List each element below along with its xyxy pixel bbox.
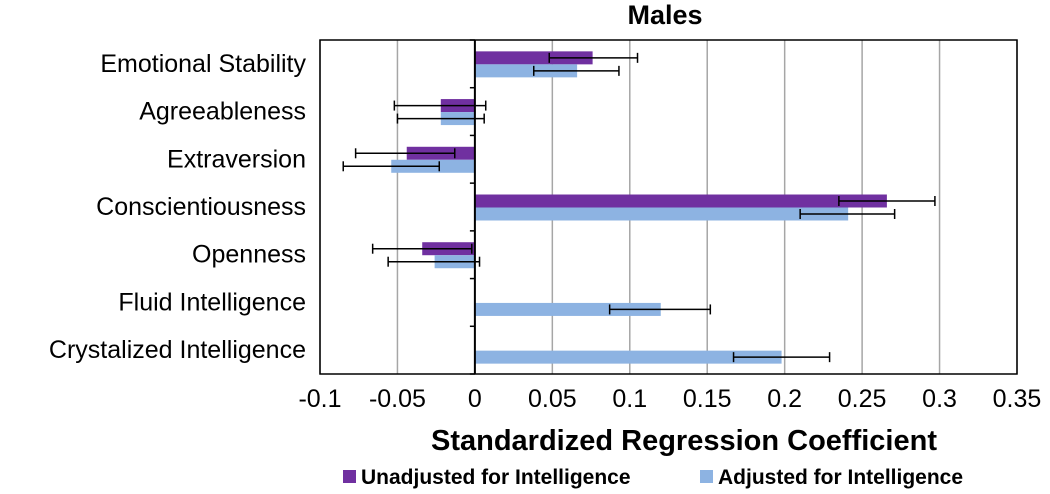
x-tick-label: 0.05 (528, 385, 577, 413)
axes (319, 39, 1018, 375)
x-tick-label: -0.05 (369, 385, 426, 413)
category-label: Crystalized Intelligence (49, 336, 306, 364)
legend-swatch (700, 470, 713, 483)
x-tick-label: 0.3 (922, 385, 957, 413)
plot-frame (319, 39, 1018, 375)
category-label: Agreeableness (139, 98, 306, 126)
legend: Unadjusted for Intelligence Adjusted for … (343, 466, 963, 489)
category-label: Conscientiousness (96, 193, 306, 221)
legend-label: Unadjusted for Intelligence (361, 466, 631, 489)
category-label: Fluid Intelligence (118, 288, 306, 316)
category-label: Openness (192, 241, 306, 269)
error-bars (342, 52, 936, 363)
bar (474, 194, 887, 208)
legend-label: Adjusted for Intelligence (718, 466, 963, 489)
chart-title: Males (627, 0, 702, 30)
x-tick-label: 0.35 (993, 385, 1042, 413)
x-tick-labels: -0.1 -0.05 0 0.05 0.1 0.15 0.2 0.25 0.3 0.35 (298, 385, 1041, 413)
bars (391, 51, 887, 364)
x-tick-label: 0.1 (612, 385, 647, 413)
category-label: Emotional Stability (100, 50, 306, 78)
category-labels: Emotional Stability Agreeableness Extraver… (49, 50, 307, 364)
x-tick-label: 0.25 (838, 385, 887, 413)
bar (474, 51, 593, 65)
category-label: Extraversion (167, 145, 306, 173)
legend-swatch (343, 470, 356, 483)
bar (474, 302, 661, 316)
x-tick-label: 0.15 (683, 385, 732, 413)
bar (474, 207, 849, 221)
bar (474, 350, 782, 364)
x-tick-label: 0 (468, 385, 482, 413)
x-axis-label: Standardized Regression Coefficient (431, 425, 937, 457)
x-tick-label: 0.2 (767, 385, 802, 413)
bar (474, 64, 578, 78)
x-tick-label: -0.1 (298, 385, 341, 413)
